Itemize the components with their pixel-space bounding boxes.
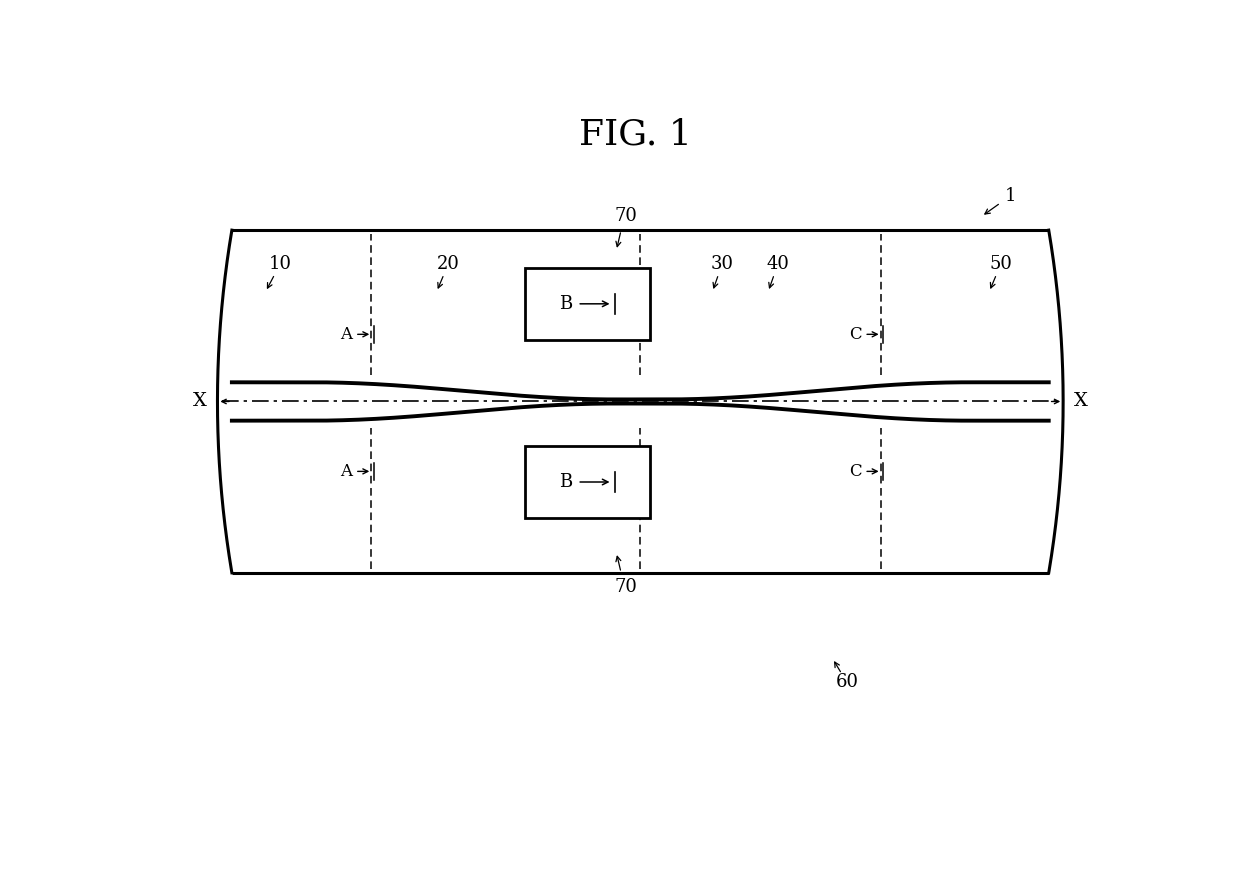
- Text: C: C: [848, 463, 862, 480]
- Text: C: C: [848, 326, 862, 343]
- Text: X: X: [1074, 392, 1087, 410]
- Text: B: B: [559, 473, 573, 491]
- Text: 1: 1: [1004, 187, 1016, 205]
- Bar: [525, 446, 650, 518]
- Text: 30: 30: [711, 255, 734, 273]
- Text: 50: 50: [990, 255, 1012, 273]
- Text: X: X: [193, 392, 207, 410]
- Text: 20: 20: [436, 255, 460, 273]
- Text: 10: 10: [268, 255, 291, 273]
- Text: FIG. 1: FIG. 1: [579, 117, 692, 151]
- Text: 60: 60: [836, 674, 858, 692]
- Text: 40: 40: [766, 255, 789, 273]
- Text: 70: 70: [615, 207, 637, 225]
- Text: B: B: [559, 295, 573, 312]
- Text: A: A: [340, 463, 352, 480]
- Text: A: A: [340, 326, 352, 343]
- Bar: [525, 268, 650, 340]
- Text: 70: 70: [615, 578, 637, 595]
